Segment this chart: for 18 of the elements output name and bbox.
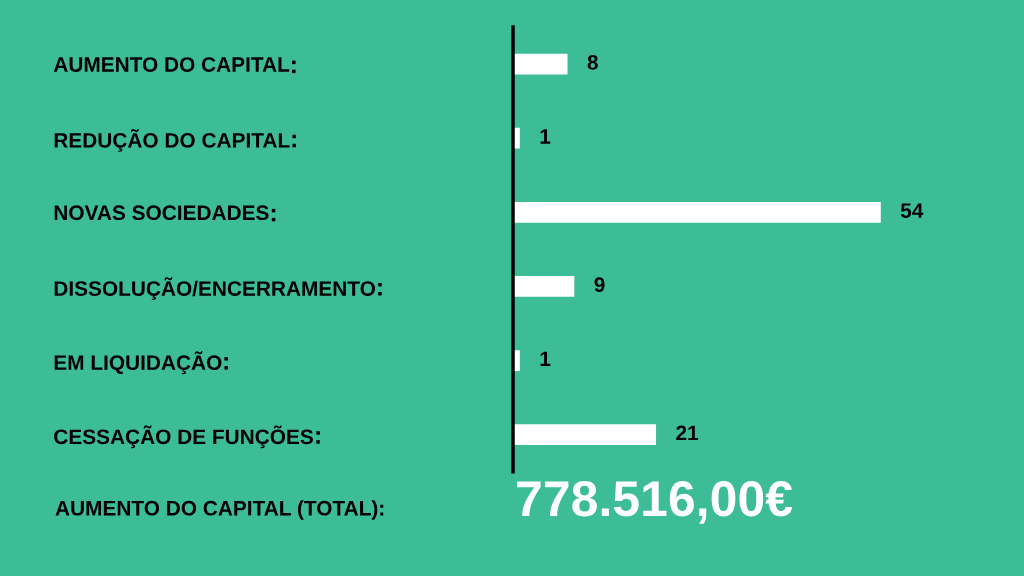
- data-label: 21: [676, 425, 699, 441]
- y-tick-label: REDUÇÃO DO CAPITAL: [54, 128, 290, 152]
- bar: [513, 53, 568, 75]
- data-label: 1: [540, 129, 551, 144]
- y-tick-label: NOVAS SOCIEDADES: [54, 205, 269, 221]
- text: 778.516,00€: [517, 481, 793, 524]
- text: AUMENTO DO CAPITAL (TOTAL):: [55, 500, 384, 520]
- data-label: 8: [587, 54, 598, 70]
- bar: [513, 424, 657, 446]
- y-tick-label: CESSAÇÃO DE FUNÇÕES: [54, 425, 313, 449]
- y-tick-label: EM LIQUIDAÇÃO: [54, 351, 222, 375]
- y-tick-label: AUMENTO DO CAPITAL: [53, 57, 290, 72]
- y-tick-label: DISSOLUÇÃO/ENCERRAMENTO: [54, 277, 375, 301]
- bar: [513, 201, 881, 223]
- data-label: 54: [900, 203, 924, 218]
- bar: [513, 276, 575, 297]
- data-label: 1: [540, 351, 551, 366]
- data-label: 9: [594, 277, 605, 293]
